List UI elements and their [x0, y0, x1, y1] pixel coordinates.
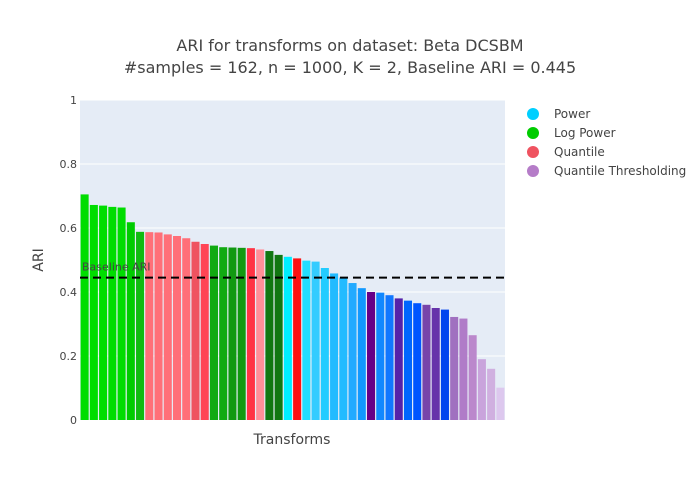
bar[interactable]	[468, 335, 477, 420]
bar[interactable]	[385, 295, 394, 420]
bar[interactable]	[145, 232, 154, 420]
bar[interactable]	[394, 298, 403, 420]
bar[interactable]	[459, 318, 468, 420]
bar[interactable]	[209, 245, 218, 420]
legend-item[interactable]: Quantile Thresholding	[527, 164, 686, 178]
bar[interactable]	[477, 359, 486, 420]
legend-item[interactable]: Power	[527, 107, 590, 121]
bar[interactable]	[496, 387, 505, 420]
bar[interactable]	[320, 268, 329, 420]
bar[interactable]	[172, 236, 182, 420]
legend-label: Quantile	[554, 145, 605, 159]
legend-label: Power	[554, 107, 590, 121]
bar[interactable]	[246, 248, 255, 420]
bar[interactable]	[311, 261, 320, 420]
bar[interactable]	[256, 249, 265, 420]
x-axis-label: Transforms	[253, 432, 331, 448]
bar[interactable]	[163, 234, 172, 420]
bar[interactable]	[339, 277, 348, 420]
legend-label: Quantile Thresholding	[554, 164, 686, 178]
bar[interactable]	[136, 231, 145, 420]
bar[interactable]	[413, 303, 422, 420]
bar[interactable]	[219, 247, 228, 420]
chart-title-line-2: #samples = 162, n = 1000, K = 2, Baselin…	[124, 58, 576, 77]
y-tick-label: 1	[70, 94, 77, 107]
bar[interactable]	[431, 308, 440, 420]
legend-marker	[527, 146, 539, 158]
legend-marker	[527, 165, 539, 177]
bar[interactable]	[330, 273, 339, 420]
bar[interactable]	[274, 254, 283, 420]
bar[interactable]	[367, 292, 376, 420]
y-axis-ticks: 0 0.2 0.4 0.6 0.8 1	[60, 94, 78, 427]
y-axis-label: ARI	[31, 248, 47, 271]
bar[interactable]	[422, 304, 431, 420]
bar[interactable]	[200, 244, 209, 420]
bar[interactable]	[357, 288, 366, 420]
bar[interactable]	[237, 247, 246, 420]
bar[interactable]	[126, 222, 135, 420]
bar[interactable]	[108, 206, 117, 420]
legend[interactable]: Power Log Power Quantile Quantile Threshold…	[527, 107, 686, 178]
legend-item[interactable]: Quantile	[527, 145, 605, 159]
bar[interactable]	[283, 256, 292, 420]
bar[interactable]	[80, 194, 89, 420]
bar[interactable]	[182, 238, 191, 420]
bar[interactable]	[265, 251, 274, 420]
chart-title-line-1: ARI for transforms on dataset: Beta DCSB…	[176, 36, 523, 55]
baseline-label: Baseline ARI	[82, 261, 151, 274]
bar[interactable]	[191, 241, 200, 420]
y-tick-label: 0.6	[60, 222, 78, 235]
bar[interactable]	[450, 316, 459, 420]
bar[interactable]	[89, 204, 98, 420]
y-tick-label: 0	[70, 414, 77, 427]
legend-item[interactable]: Log Power	[527, 126, 616, 140]
bar[interactable]	[376, 292, 385, 420]
bar[interactable]	[302, 260, 311, 420]
bar[interactable]	[487, 368, 496, 420]
bar[interactable]	[440, 309, 449, 420]
y-tick-label: 0.4	[60, 286, 78, 299]
legend-marker	[527, 108, 539, 120]
legend-marker	[527, 127, 539, 139]
legend-label: Log Power	[554, 126, 616, 140]
y-tick-label: 0.8	[60, 158, 78, 171]
bar[interactable]	[228, 247, 237, 420]
bar[interactable]	[117, 207, 126, 420]
bars	[80, 194, 505, 420]
bar[interactable]	[99, 205, 108, 420]
bar[interactable]	[293, 258, 302, 420]
y-tick-label: 0.2	[60, 350, 78, 363]
bar[interactable]	[154, 232, 163, 420]
bar[interactable]	[403, 300, 413, 420]
bar[interactable]	[348, 283, 357, 420]
